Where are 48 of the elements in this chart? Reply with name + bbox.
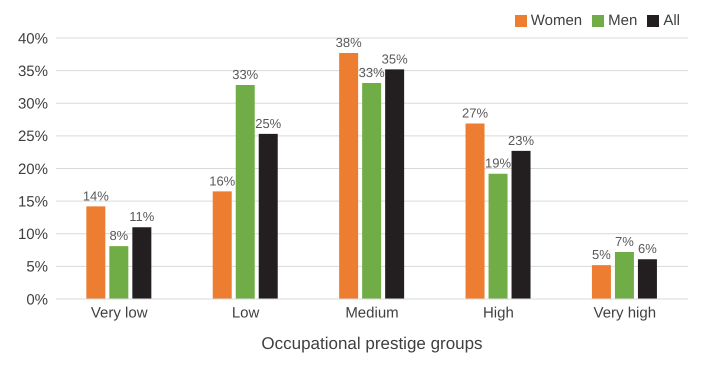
data-label: 16% <box>209 173 236 188</box>
bar <box>86 206 106 299</box>
bar <box>339 53 358 299</box>
data-label: 14% <box>82 188 110 204</box>
legend-label: All <box>663 12 680 29</box>
y-tick-label: 20% <box>18 160 48 178</box>
data-label: 33% <box>232 66 259 82</box>
data-label: 35% <box>382 51 408 66</box>
x-axis-title: Occupational prestige groups <box>261 334 483 353</box>
bar <box>212 191 232 299</box>
y-tick-label: 30% <box>18 96 48 113</box>
data-label: 19% <box>485 156 512 171</box>
y-tick-label: 5% <box>26 258 48 276</box>
y-tick-label: 10% <box>18 226 48 244</box>
data-label: 8% <box>109 228 129 244</box>
data-label: 25% <box>255 116 282 131</box>
bar <box>592 265 611 299</box>
data-label: 33% <box>358 65 386 80</box>
y-tick-label: 25% <box>18 128 48 146</box>
y-tick-label: 0% <box>26 291 48 308</box>
bar <box>466 123 485 299</box>
x-tick-label: Very low <box>90 304 148 322</box>
legend-label: Men <box>608 12 638 29</box>
data-label: 5% <box>592 247 612 262</box>
data-label: 27% <box>462 105 488 120</box>
bar <box>614 252 634 299</box>
y-tick-label: 15% <box>18 193 48 210</box>
bar <box>132 227 152 299</box>
bar <box>512 150 531 299</box>
x-tick-label: Low <box>232 304 260 322</box>
x-tick-label: High <box>482 304 514 322</box>
x-tick-label: Very high <box>594 304 656 322</box>
legend-label: Women <box>530 12 582 29</box>
bar <box>385 69 404 299</box>
data-label: 38% <box>336 35 362 50</box>
y-tick-label: 35% <box>18 62 48 80</box>
bar <box>638 259 657 299</box>
data-label: 7% <box>615 234 634 250</box>
x-tick-label: Medium <box>345 304 399 322</box>
bar <box>488 174 508 299</box>
bar <box>362 83 382 299</box>
data-label: 6% <box>638 241 658 256</box>
bar <box>258 134 278 299</box>
data-label: 23% <box>508 132 534 148</box>
data-label: 11% <box>129 209 155 224</box>
y-tick-label: 40% <box>18 30 48 48</box>
bar <box>236 84 255 299</box>
bar <box>109 246 128 299</box>
